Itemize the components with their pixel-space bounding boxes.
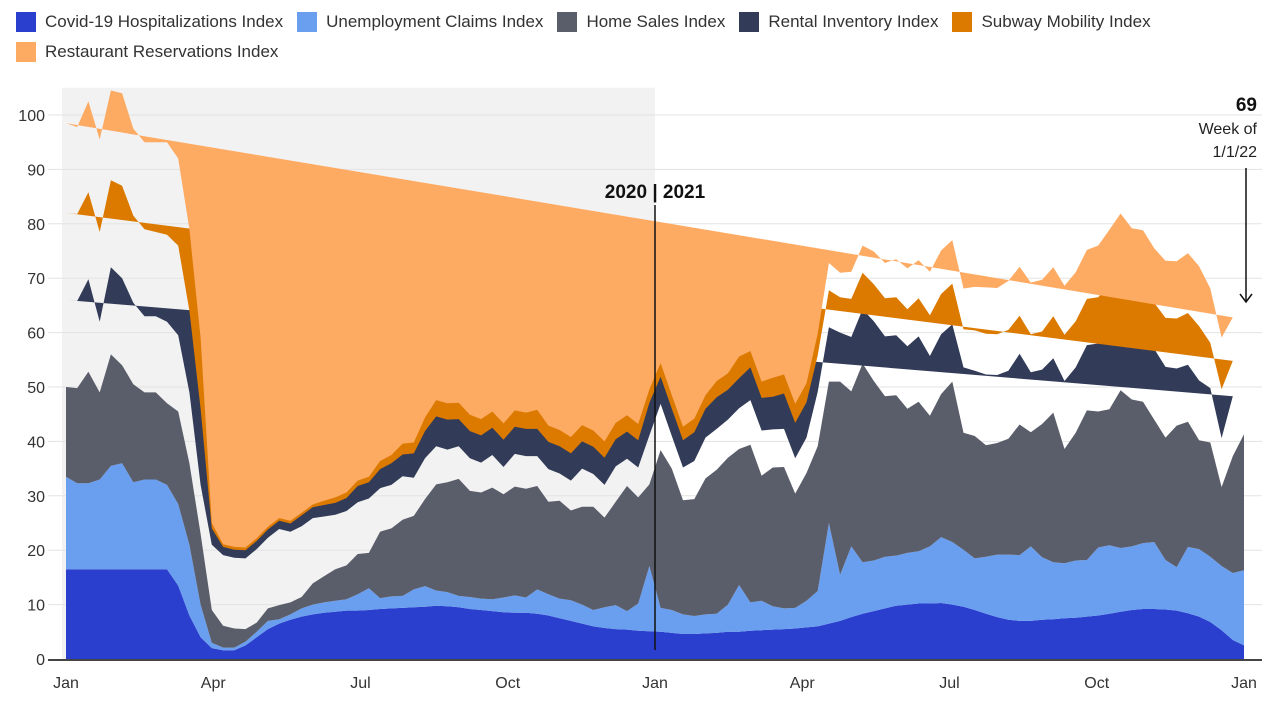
y-tick-label: 30	[27, 489, 45, 506]
y-tick-label: 20	[27, 543, 45, 560]
arrow-down-icon	[1239, 293, 1253, 304]
annotation-date-label: 1/1/22	[1213, 144, 1258, 161]
legend-item: Rental Inventory Index	[739, 10, 938, 34]
legend-label: Unemployment Claims Index	[326, 12, 544, 31]
legend-label: Home Sales Index	[586, 12, 726, 31]
x-tick-label: Jul	[939, 675, 959, 692]
x-tick-label: Jan	[642, 675, 668, 692]
legend-swatch	[739, 12, 760, 32]
area-series-unemployment-claims-index	[66, 463, 1244, 651]
y-tick-label: 100	[18, 108, 45, 125]
y-tick-label: 70	[27, 271, 45, 288]
legend-swatch	[557, 12, 578, 32]
y-tick-label: 0	[36, 652, 45, 669]
y-tick-label: 90	[27, 162, 45, 179]
x-tick-label: Jul	[350, 675, 370, 692]
y-tick-label: 40	[27, 434, 45, 451]
legend-swatch	[16, 42, 36, 62]
year-divider-label: 2020 | 2021	[605, 182, 706, 203]
x-tick-label: Jan	[53, 675, 79, 692]
y-tick-label: 50	[27, 380, 45, 397]
area-series-restaurant-reservations-index	[66, 90, 1233, 548]
legend-item: Home Sales Index	[557, 10, 725, 34]
legend-label: Rental Inventory Index	[768, 12, 939, 31]
annotation-value: 69	[1236, 95, 1257, 116]
legend-item: Restaurant Reservations Index	[16, 40, 278, 64]
y-tick-label: 10	[27, 598, 45, 615]
legend-swatch	[16, 12, 36, 32]
x-tick-label: Oct	[495, 675, 520, 692]
x-tick-label: Jan	[1231, 675, 1257, 692]
legend-item: Covid-19 Hospitalizations Index	[16, 10, 283, 34]
legend-swatch	[952, 12, 973, 32]
legend-item: Unemployment Claims Index	[297, 10, 543, 34]
legend-item: Subway Mobility Index	[952, 10, 1151, 34]
legend-label: Covid-19 Hospitalizations Index	[45, 12, 284, 31]
legend: Covid-19 Hospitalizations Index Unemploym…	[16, 10, 1266, 64]
legend-label: Restaurant Reservations Index	[45, 42, 279, 61]
legend-label: Subway Mobility Index	[981, 12, 1151, 31]
annotation-week-label: Week of	[1199, 121, 1258, 138]
y-tick-label: 80	[27, 217, 45, 234]
legend-swatch	[297, 12, 318, 32]
y-tick-label: 60	[27, 326, 45, 343]
x-tick-label: Apr	[790, 675, 816, 692]
x-tick-label: Oct	[1084, 675, 1109, 692]
area-series-covid-19-hospitalizations-index	[66, 569, 1244, 659]
x-tick-label: Apr	[201, 675, 227, 692]
